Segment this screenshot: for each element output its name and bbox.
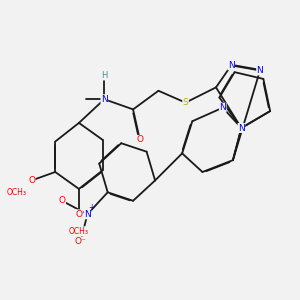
Text: H: H: [101, 71, 107, 80]
Text: N: N: [238, 124, 245, 133]
Text: OCH₃: OCH₃: [69, 227, 89, 236]
Text: N: N: [84, 210, 91, 219]
Text: N: N: [256, 66, 263, 75]
Text: N: N: [228, 61, 235, 70]
Text: O: O: [58, 196, 65, 205]
Text: O⁻: O⁻: [75, 237, 86, 246]
Text: N: N: [219, 103, 226, 112]
Text: O: O: [75, 210, 82, 219]
Text: N: N: [101, 95, 108, 104]
Text: S: S: [183, 98, 188, 107]
Text: OCH₃: OCH₃: [6, 188, 26, 197]
Text: O: O: [28, 176, 35, 185]
Text: +: +: [88, 203, 94, 212]
Text: O: O: [136, 135, 143, 144]
